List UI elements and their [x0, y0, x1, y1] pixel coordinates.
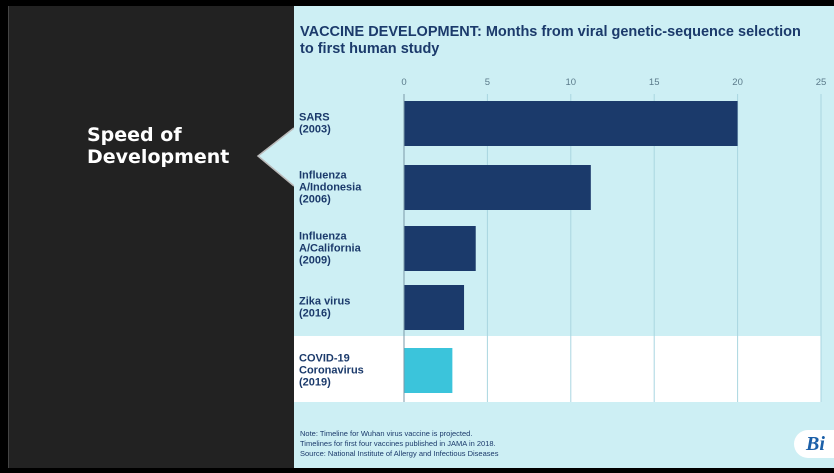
bar: [404, 348, 453, 393]
category-label-line: Influenza: [299, 170, 348, 182]
category-label-line: A/California: [299, 243, 362, 255]
bar: [404, 226, 476, 271]
category-label-line: (2006): [299, 194, 331, 206]
category-label: COVID-19 Coronavirus (2019): [299, 353, 364, 389]
x-tick-label: 20: [732, 77, 743, 88]
footnote-line-3: Source: National Institute of Allergy an…: [300, 449, 499, 458]
bar: [404, 285, 465, 330]
x-tick-label: 15: [649, 77, 660, 88]
slide-heading: Speed of Development: [87, 124, 229, 168]
category-label-line: (2003): [299, 124, 331, 136]
category-label-line: (2016): [299, 308, 331, 320]
category-label-line: COVID-19: [299, 353, 350, 365]
category-label: Influenza A/California (2009): [299, 231, 362, 267]
x-tick-label: 10: [566, 77, 577, 88]
slide-heading-line-1: Speed of: [87, 124, 182, 146]
category-label-line: (2009): [299, 255, 331, 267]
highlight-row-background: [294, 336, 821, 402]
category-label-line: Influenza: [299, 231, 348, 243]
category-label-line: (2019): [299, 377, 331, 389]
category-label-line: Zika virus: [299, 296, 350, 308]
slide-heading-line-2: Development: [87, 146, 230, 168]
x-tick-label: 5: [485, 77, 490, 88]
footnote-line-1: Note: Timeline for Wuhan virus vaccine i…: [300, 429, 473, 438]
chart-title: VACCINE DEVELOPMENT: Months from viral g…: [300, 24, 830, 58]
bar: [404, 101, 738, 146]
category-label-line: Coronavirus: [299, 365, 364, 377]
x-tick-label: 25: [816, 77, 827, 88]
category-label: SARS (2003): [299, 112, 331, 136]
slide-panel: Speed of Development: [8, 6, 295, 468]
chart-title-line-1: VACCINE DEVELOPMENT: Months from viral g…: [300, 24, 801, 40]
logo: Bi: [794, 430, 834, 458]
chart-panel: VACCINE DEVELOPMENT: Months from viral g…: [294, 6, 834, 468]
category-label-line: A/Indonesia: [299, 182, 362, 194]
x-tick-label: 0: [401, 77, 406, 88]
category-label: Zika virus (2016): [299, 296, 350, 320]
footnote-line-2: Timelines for first four vaccines publis…: [300, 439, 496, 448]
category-label-line: SARS: [299, 112, 330, 124]
chart-title-line-2: to first human study: [300, 41, 440, 57]
footnote: Note: Timeline for Wuhan virus vaccine i…: [300, 429, 760, 459]
category-label: Influenza A/Indonesia (2006): [299, 170, 362, 206]
bar: [404, 165, 591, 210]
